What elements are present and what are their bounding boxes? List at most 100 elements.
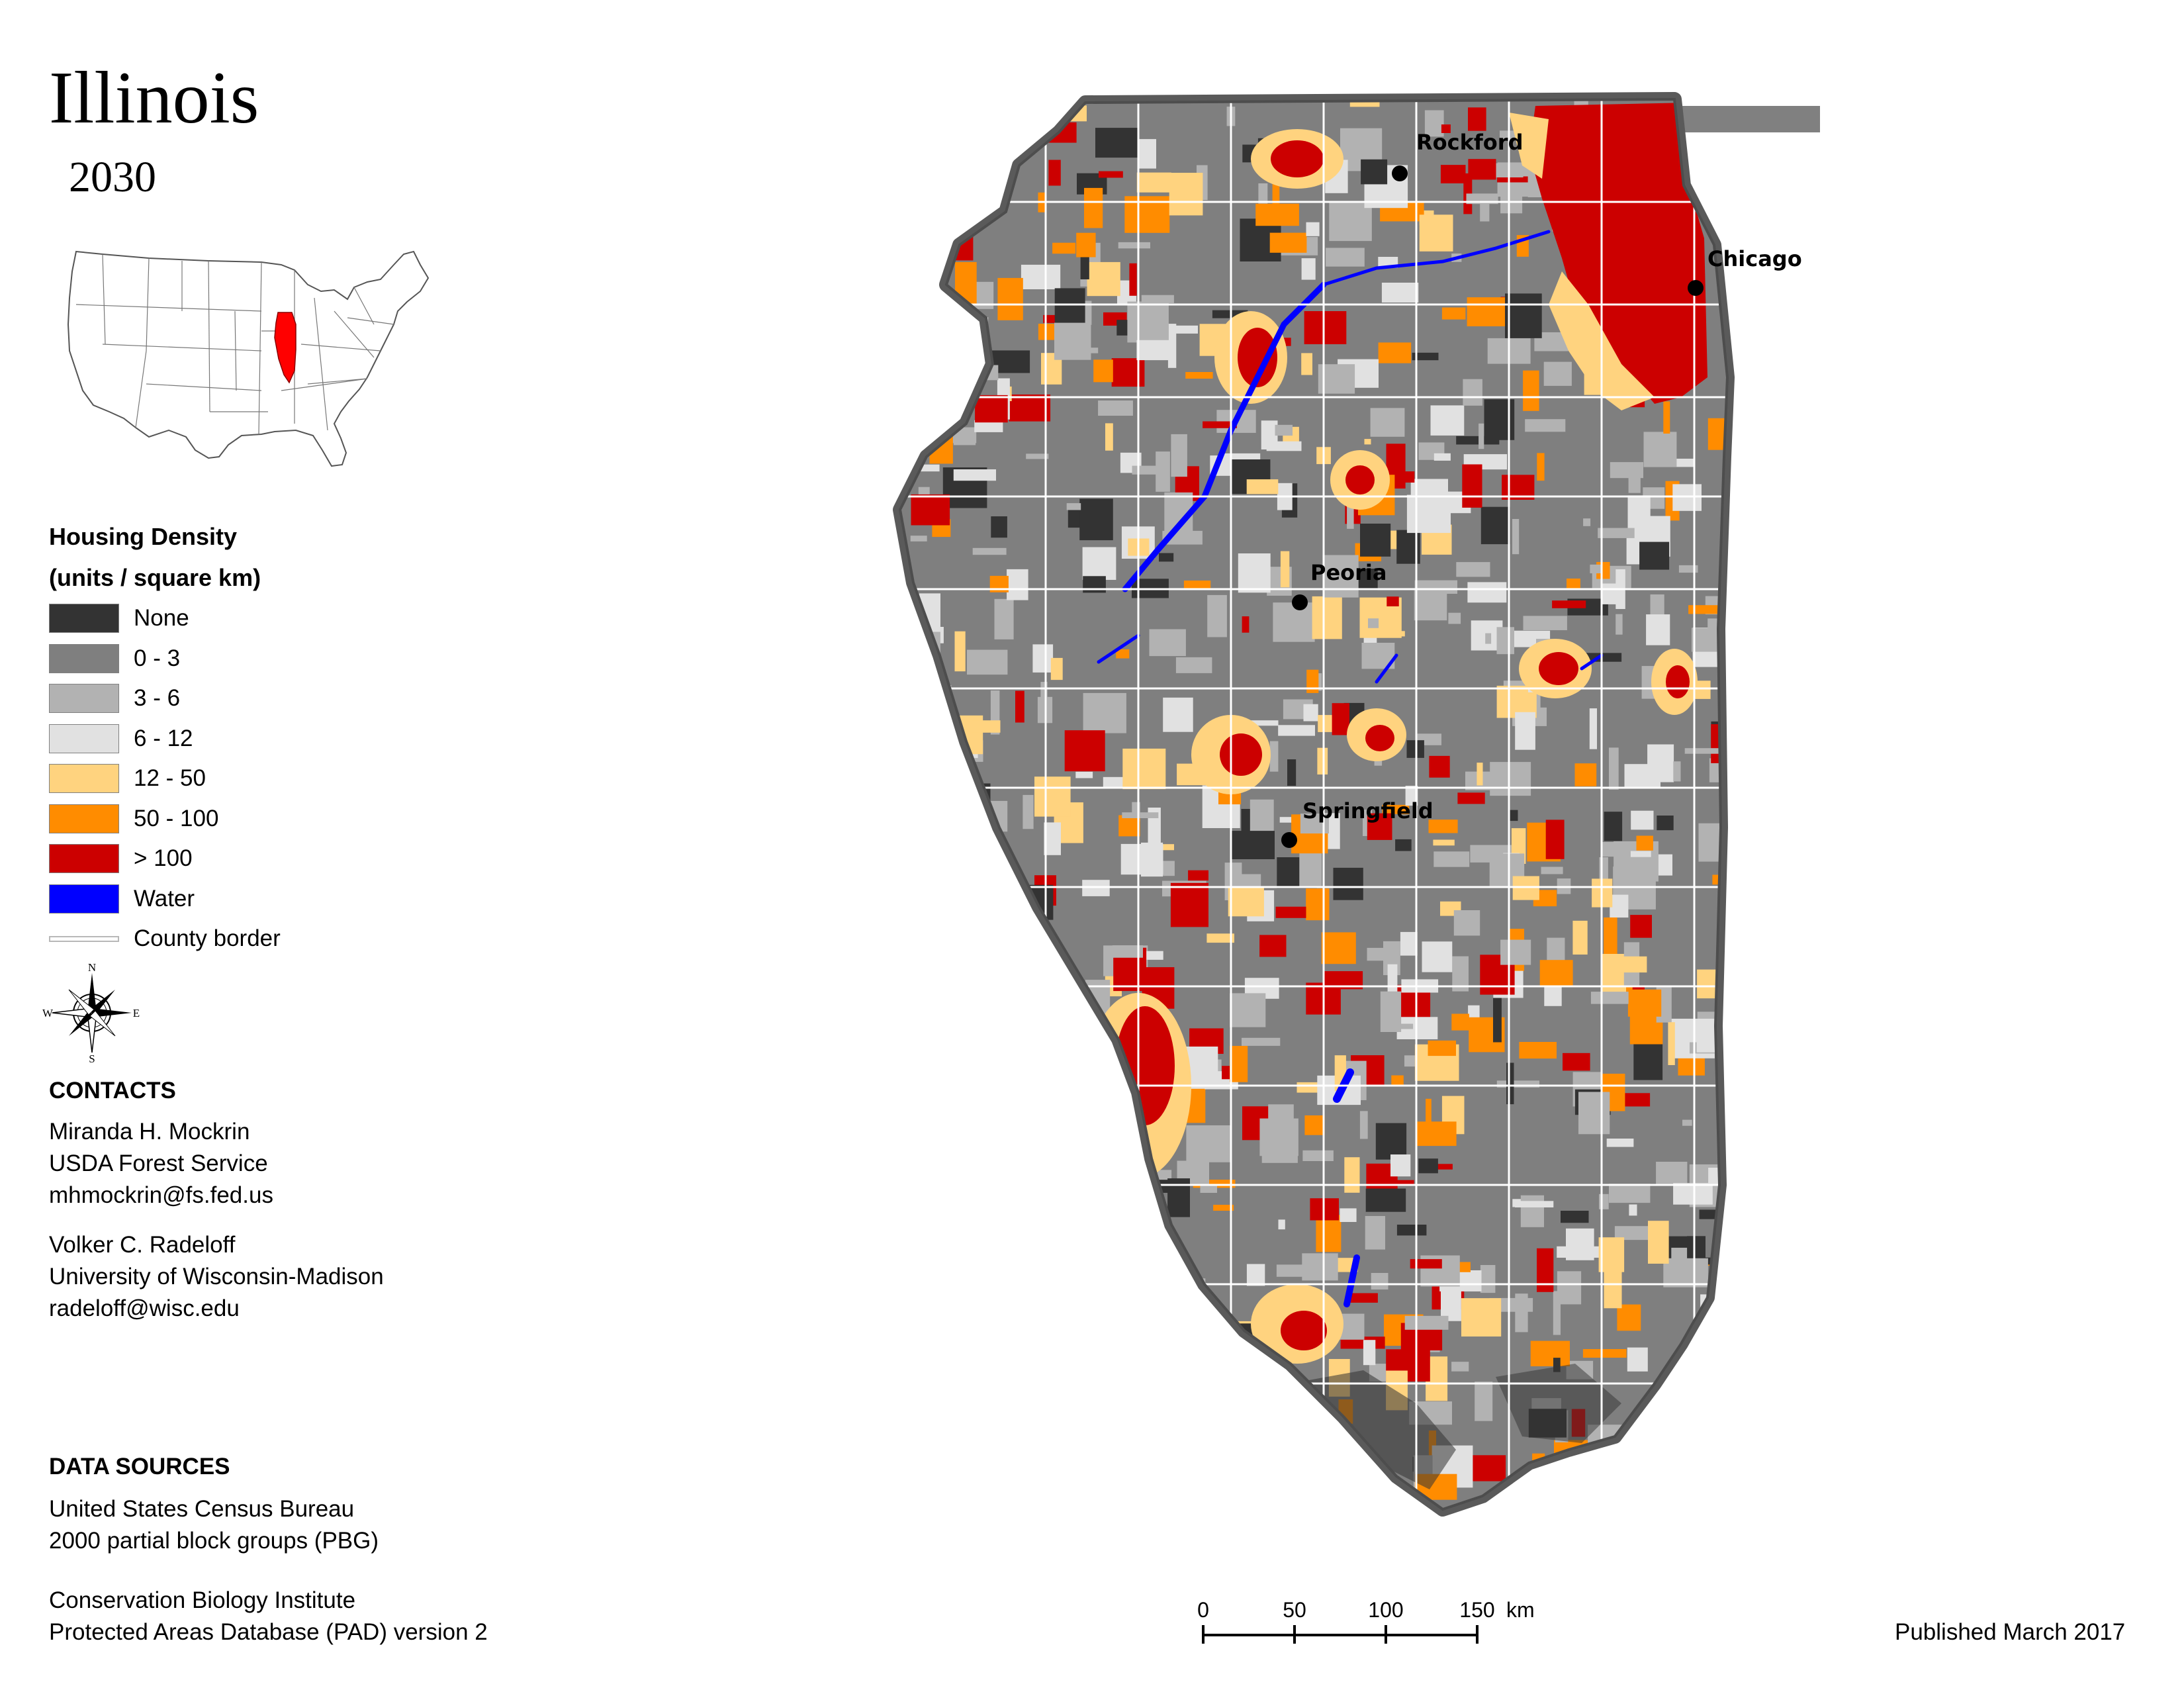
legend-title: Housing Density <box>49 523 238 550</box>
density-patch <box>1361 159 1388 185</box>
density-patch <box>1537 453 1545 481</box>
density-patch <box>1002 947 1034 980</box>
density-patch <box>1531 1540 1565 1583</box>
density-patch <box>900 731 906 758</box>
density-patch <box>1159 1336 1187 1357</box>
density-patch <box>1404 1315 1449 1330</box>
density-patch <box>1691 1493 1701 1509</box>
density-patch <box>1164 1323 1183 1331</box>
density-patch <box>1500 196 1523 214</box>
density-patch <box>1050 1126 1067 1150</box>
density-patch <box>1467 297 1511 326</box>
city-label: Springfield <box>1302 798 1433 823</box>
data-sources-heading: DATA SOURCES <box>49 1454 230 1479</box>
density-patch <box>975 395 1008 423</box>
density-patch <box>1519 1042 1557 1059</box>
density-patch <box>1412 352 1439 361</box>
density-patch <box>1604 812 1623 841</box>
density-patch <box>1647 744 1674 782</box>
density-patch <box>1317 747 1328 774</box>
density-patch <box>1083 1209 1124 1221</box>
density-patch <box>1287 1405 1328 1438</box>
density-patch <box>1060 1102 1099 1117</box>
density-patch <box>900 309 936 326</box>
density-patch <box>1630 851 1651 857</box>
density-patch <box>1003 1159 1040 1196</box>
density-patch <box>990 1166 1034 1181</box>
density-patch <box>1476 1511 1486 1556</box>
density-patch <box>1461 1298 1502 1336</box>
density-patch <box>1414 590 1447 621</box>
density-patch <box>973 1274 989 1290</box>
density-patch <box>1441 307 1466 320</box>
density-patch <box>1627 989 1662 1017</box>
density-patch <box>1028 1366 1064 1376</box>
density-patch <box>903 248 922 274</box>
density-patch <box>1203 1364 1216 1402</box>
legend-swatch <box>49 643 119 673</box>
density-patch <box>1134 1253 1154 1267</box>
city-label: Rockford <box>1416 130 1523 155</box>
density-patch <box>1269 741 1279 772</box>
density-patch <box>950 1420 970 1449</box>
density-patch <box>1594 1537 1629 1558</box>
density-patch <box>1599 1194 1609 1209</box>
density-patch <box>913 708 943 753</box>
density-patch <box>1332 1543 1348 1570</box>
density-patch <box>1747 1203 1768 1209</box>
density-patch <box>1079 1276 1103 1296</box>
density-patch <box>1364 439 1371 445</box>
density-patch <box>1415 1121 1457 1147</box>
density-patch <box>1622 1093 1651 1107</box>
density-patch <box>1089 1440 1121 1468</box>
density-patch <box>1604 1268 1622 1309</box>
density-patch <box>1265 1477 1306 1495</box>
density-patch <box>1044 822 1061 855</box>
state-lines <box>75 254 394 435</box>
density-patch <box>1574 100 1588 107</box>
density-patch <box>1228 888 1264 917</box>
density-patch <box>900 957 933 992</box>
density-patch <box>1054 288 1085 329</box>
density-patch <box>1079 498 1113 541</box>
legend-swatch <box>49 764 119 794</box>
density-patch <box>900 1319 924 1327</box>
density-patch <box>1692 1395 1727 1408</box>
density-patch <box>1716 1327 1725 1370</box>
density-patch <box>906 464 940 472</box>
density-patch <box>1709 1528 1730 1558</box>
density-patch <box>907 210 937 225</box>
density-patch <box>1567 579 1580 589</box>
density-patch <box>1699 843 1706 849</box>
density-patch <box>1441 124 1451 133</box>
density-patch <box>986 1374 1009 1417</box>
city-label: Chicago <box>1707 246 1802 271</box>
density-patch <box>1066 503 1081 510</box>
density-patch <box>1744 137 1754 182</box>
density-patch <box>1419 214 1453 252</box>
density-patch <box>1278 725 1315 736</box>
legend-swatch <box>49 844 119 874</box>
density-patch <box>1378 342 1412 363</box>
density-patch <box>1228 874 1261 887</box>
density-patch <box>1105 1112 1113 1118</box>
state-outline <box>898 97 1729 1511</box>
density-patch <box>1211 1404 1217 1432</box>
density-patch <box>1111 1194 1118 1201</box>
density-patch <box>1082 547 1116 580</box>
us-outline <box>67 250 430 467</box>
density-patch <box>1046 1269 1060 1298</box>
density-patch <box>1004 1554 1042 1593</box>
legend-label: Water <box>134 885 195 912</box>
density-patch <box>1785 555 1804 585</box>
map-title: Illinois <box>49 57 259 139</box>
density-patch <box>1750 272 1761 303</box>
density-patch <box>1238 553 1271 593</box>
density-patch <box>1021 264 1061 289</box>
city-springfield: Springfield <box>1281 798 1433 848</box>
density-patch <box>1710 1505 1720 1509</box>
density-patch <box>1515 712 1535 750</box>
density-patch <box>954 994 972 1025</box>
density-patch <box>1185 1357 1196 1380</box>
density-patch <box>1547 937 1565 961</box>
